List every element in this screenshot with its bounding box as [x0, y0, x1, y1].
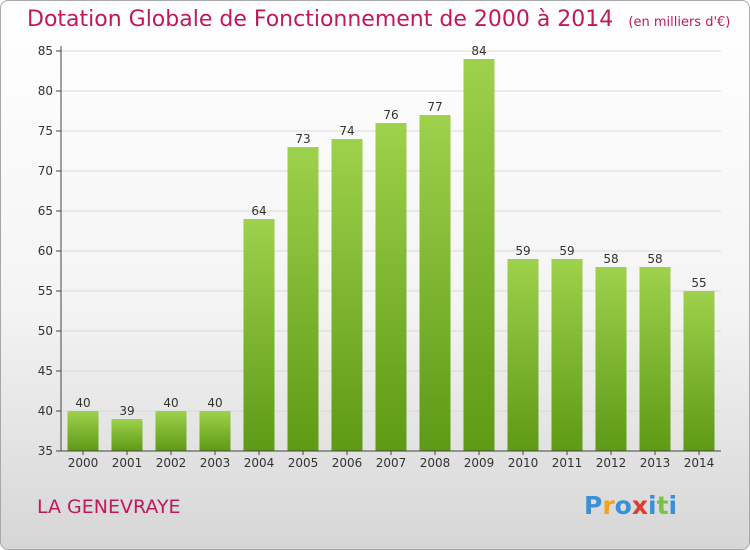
- y-tick-label: 35: [38, 444, 53, 458]
- bar: [683, 291, 715, 451]
- logo-letter: i: [648, 491, 657, 520]
- y-tick-label: 80: [38, 84, 53, 98]
- bar: [507, 259, 539, 451]
- chart-title-main: Dotation Globale de Fonctionnement de 20…: [27, 7, 614, 32]
- y-tick-label: 45: [38, 364, 53, 378]
- y-tick-label: 75: [38, 124, 53, 138]
- chart-title: Dotation Globale de Fonctionnement de 20…: [27, 7, 730, 32]
- bars: 40 39 40 40 64 73 74 76 77 84 59 59 58 58 55: [67, 44, 715, 451]
- bar-value-label: 73: [295, 132, 310, 146]
- axes: 35 40 45 50 55 60 65 70 75 80 85 2000 2001 2002 2003 20…: [38, 44, 721, 470]
- bar-value-label: 40: [75, 396, 90, 410]
- proxiti-logo[interactable]: Proxiti: [584, 491, 677, 520]
- bar-value-label: 77: [427, 100, 442, 114]
- bar: [155, 411, 187, 451]
- y-tick-label: 55: [38, 284, 53, 298]
- y-tick-label: 60: [38, 244, 53, 258]
- y-tick-label: 70: [38, 164, 53, 178]
- x-tick-label: 2003: [200, 456, 231, 470]
- x-tick-label: 2009: [464, 456, 495, 470]
- logo-letter: x: [631, 491, 648, 520]
- x-tick-label: 2008: [420, 456, 451, 470]
- x-tick-label: 2007: [376, 456, 407, 470]
- bar: [639, 267, 671, 451]
- x-tick-label: 2012: [596, 456, 627, 470]
- bar-value-label: 58: [647, 252, 662, 266]
- y-tick-label: 40: [38, 404, 53, 418]
- logo-letter: r: [602, 491, 615, 520]
- x-tick-label: 2014: [684, 456, 715, 470]
- bar: [595, 267, 627, 451]
- x-tick-label: 2006: [332, 456, 363, 470]
- bar: [67, 411, 99, 451]
- logo-letter: P: [584, 491, 603, 520]
- bar-value-label: 40: [207, 396, 222, 410]
- bar-value-label: 64: [251, 204, 266, 218]
- y-tick-label: 85: [38, 44, 53, 58]
- x-tick-label: 2011: [552, 456, 583, 470]
- bar: [551, 259, 583, 451]
- bar-value-label: 55: [691, 276, 706, 290]
- bar-value-label: 76: [383, 108, 398, 122]
- x-tick-label: 2005: [288, 456, 319, 470]
- bar-value-label: 59: [559, 244, 574, 258]
- bar-value-label: 39: [119, 404, 134, 418]
- chart-subtitle: (en milliers d'€): [628, 15, 731, 30]
- logo-letter: i: [668, 491, 678, 520]
- bar: [243, 219, 275, 451]
- x-tick-label: 2004: [244, 456, 275, 470]
- bar-value-label: 74: [339, 124, 354, 138]
- bar: [463, 59, 495, 451]
- bar: [331, 139, 363, 451]
- bar: [375, 123, 407, 451]
- bar: [199, 411, 231, 451]
- y-tick-label: 65: [38, 204, 53, 218]
- logo-letter: o: [614, 491, 632, 520]
- x-tick-label: 2013: [640, 456, 671, 470]
- x-tick-label: 2001: [112, 456, 143, 470]
- bar: [287, 147, 319, 451]
- x-tick-label: 2010: [508, 456, 539, 470]
- x-tick-label: 2002: [156, 456, 187, 470]
- bar: [111, 419, 143, 451]
- place-name: LA GENEVRAYE: [37, 496, 181, 518]
- bar-value-label: 84: [471, 44, 486, 58]
- x-tick-label: 2000: [68, 456, 99, 470]
- logo-letter: t: [656, 491, 669, 520]
- bar-value-label: 59: [515, 244, 530, 258]
- y-tick-label: 50: [38, 324, 53, 338]
- bar: [419, 115, 451, 451]
- bar-value-label: 40: [163, 396, 178, 410]
- bar-value-label: 58: [603, 252, 618, 266]
